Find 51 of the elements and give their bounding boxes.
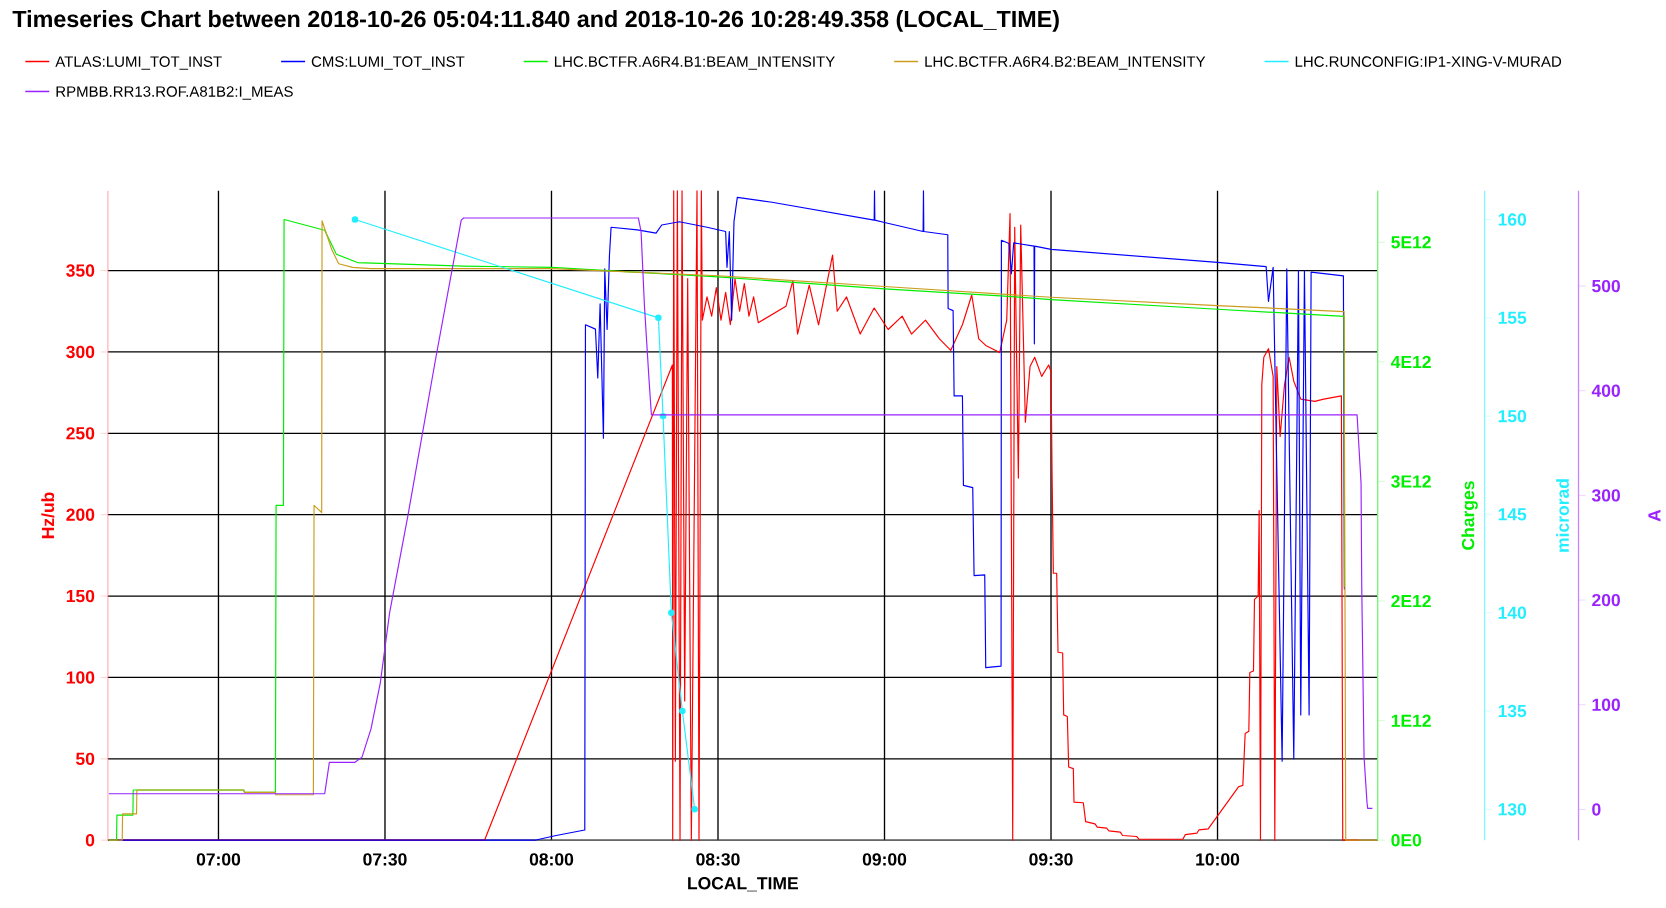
x-tick-label: 07:00 [196, 853, 241, 866]
y-tick-label: 500 [1592, 279, 1620, 293]
y-tick-label: 0 [1592, 803, 1601, 816]
point [351, 216, 359, 223]
x-tick-label: 09:30 [1029, 853, 1073, 866]
y-axis-title: Hz/ub [41, 492, 55, 539]
y-tick-label: 200 [66, 508, 95, 521]
y2-axis-title: Charges [1461, 481, 1478, 550]
y-tick-label: 300 [66, 345, 95, 359]
y2-tick-label: 3E12 [1391, 475, 1431, 488]
point [691, 806, 698, 813]
chart-title: Timeseries Chart between 2018-10-26 05:04:11.840 and 2018-10-26 10:28:49.358 (LOCAL_TIME) [12, 10, 1059, 32]
y3-tick-label: 140 [1498, 606, 1527, 619]
y-tick-label: 350 [66, 264, 95, 277]
y-tick-label: 300 [1591, 489, 1620, 502]
legend-label: LHC.BCTFR.A6R4.B2:BEAM_INTENSITY [925, 56, 1206, 70]
y-tick-label: 100 [1592, 698, 1620, 711]
x-tick-label: 08:30 [696, 853, 740, 866]
legend-label: LHC.BCTFR.A6R4.B1:BEAM_INTENSITY [554, 56, 835, 70]
y2-tick-label: 5E12 [1391, 236, 1431, 249]
legend-label: ATLAS:LUMI_TOT_INST [55, 56, 222, 70]
y3-tick-label: 145 [1498, 508, 1527, 521]
x-tick-label: 09:00 [862, 853, 907, 866]
point [668, 609, 675, 616]
x-axis-title: LOCAL_TIME [688, 876, 798, 892]
y-tick-label: 150 [66, 589, 95, 603]
y3-tick-label: 130 [1498, 803, 1527, 816]
y2-tick-label: 2E12 [1391, 594, 1431, 608]
point [655, 314, 662, 322]
y2-tick-label: 1E12 [1391, 714, 1431, 727]
legend-label: RPMBB.RR13.ROF.A81B2:I_MEAS [56, 86, 293, 100]
y3-tick-label: 155 [1498, 311, 1527, 324]
y-tick-label: 250 [66, 427, 95, 440]
y-tick-label: 400 [1591, 384, 1620, 397]
y-tick-label: 200 [1592, 593, 1620, 607]
y3-tick-label: 135 [1498, 704, 1527, 718]
y-tick-label: 0 [85, 833, 95, 847]
point [679, 707, 686, 715]
y3-tick-label: 160 [1498, 213, 1527, 226]
x-tick-label: 07:30 [363, 853, 407, 866]
x-tick-label: 08:00 [529, 853, 574, 866]
x-tick-label: 10:00 [1196, 853, 1240, 866]
y-axis-title: A [1648, 509, 1661, 522]
y-tick-label: 100 [66, 671, 95, 684]
y3-tick-label: 150 [1498, 409, 1527, 423]
y2-tick-label: 0E0 [1391, 833, 1422, 847]
legend-label: CMS:LUMI_TOT_INST [311, 56, 465, 70]
y-tick-label: 50 [76, 752, 95, 765]
legend-label: LHC.RUNCONFIG:IP1-XING-V-MURAD [1295, 56, 1562, 67]
y3-axis-title: microrad [1556, 479, 1569, 552]
y2-tick-label: 4E12 [1390, 355, 1431, 368]
